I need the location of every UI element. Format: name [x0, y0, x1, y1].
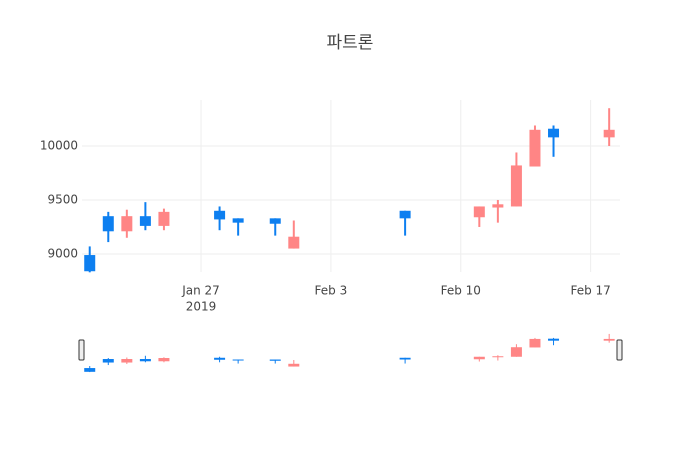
candle-body	[158, 358, 170, 362]
candle-body	[492, 356, 504, 358]
candle-body	[158, 211, 170, 226]
candle-body	[399, 357, 411, 360]
x-tick-label: Feb 10	[441, 284, 481, 298]
candle-body	[473, 356, 485, 360]
y-tick-label: 9500	[47, 192, 78, 206]
candle-body	[214, 357, 226, 360]
range-slider[interactable]	[81, 331, 621, 373]
candle-body	[548, 338, 560, 341]
candle-body	[269, 218, 281, 224]
x-tick-year: 2019	[186, 300, 217, 314]
candle-body	[510, 347, 522, 357]
y-tick-label: 9000	[47, 246, 78, 260]
slider-handle[interactable]	[78, 339, 85, 361]
slider-handle[interactable]	[616, 339, 623, 361]
candle-body	[492, 204, 504, 208]
candle-body	[232, 218, 244, 223]
candle-body	[84, 255, 96, 272]
candle-body	[529, 338, 541, 348]
candle-body	[84, 368, 96, 372]
candle-body	[232, 359, 244, 361]
chart-title: 파트론	[327, 33, 374, 53]
candle-body	[473, 206, 485, 218]
candle-body	[121, 216, 133, 232]
candle-body	[102, 359, 114, 363]
y-tick-label: 10000	[40, 138, 78, 152]
candle-body	[269, 359, 281, 361]
candle-body	[603, 338, 615, 341]
candle-body	[510, 165, 522, 207]
candle-body	[102, 216, 114, 232]
candle-body	[139, 216, 151, 226]
candle-body	[603, 129, 615, 138]
candle-body	[288, 236, 300, 249]
candle-body	[399, 210, 411, 219]
candle-body	[214, 210, 226, 220]
candle-body	[139, 359, 151, 362]
x-tick-label: Feb 17	[570, 284, 610, 298]
x-tick-label: Feb 3	[315, 284, 348, 298]
candle-body	[529, 129, 541, 167]
candle-body	[288, 363, 300, 367]
x-tick-label: Jan 27	[181, 284, 220, 298]
candle-body	[121, 359, 133, 363]
candle-body	[548, 128, 560, 138]
